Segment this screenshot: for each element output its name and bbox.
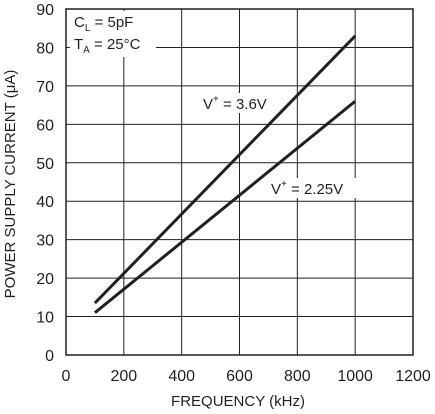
x-tick-label: 1000 — [337, 368, 373, 385]
y-tick-label: 50 — [36, 156, 54, 173]
y-tick-label: 10 — [36, 310, 54, 327]
x-axis-title: FREQUENCY (kHz) — [171, 393, 305, 410]
cl-annotation: CL = 5pF — [74, 14, 133, 34]
series-lines — [93, 34, 357, 314]
series-label-2v25: V+ = 2.25V — [271, 179, 343, 198]
x-tick-labels: 0 200 400 600 800 1000 1200 — [62, 368, 431, 385]
y-tick-labels: 0 10 20 30 40 50 60 70 80 90 — [36, 2, 54, 365]
y-tick-label: 90 — [36, 2, 54, 19]
series-label-3v6: V+ = 3.6V — [203, 94, 267, 113]
series-line-1 — [93, 100, 357, 314]
series-line-0 — [93, 34, 357, 305]
conditions-annotation-background — [70, 11, 156, 57]
y-tick-label: 60 — [36, 117, 54, 134]
y-tick-label: 0 — [45, 348, 54, 365]
y-axis-title: POWER SUPPLY CURRENT (μA) — [2, 70, 19, 299]
v36-label-background — [200, 93, 274, 113]
x-tick-label: 800 — [284, 368, 311, 385]
y-tick-label: 80 — [36, 40, 54, 57]
x-tick-label: 200 — [110, 368, 137, 385]
plot-frame — [65, 8, 414, 356]
x-tick-label: 1200 — [395, 368, 431, 385]
y-tick-label: 30 — [36, 233, 54, 250]
y-tick-label: 70 — [36, 79, 54, 96]
v225-label-background — [268, 178, 358, 198]
y-tick-label: 20 — [36, 271, 54, 288]
x-tick-label: 0 — [62, 368, 71, 385]
grid — [65, 8, 414, 356]
x-tick-label: 400 — [168, 368, 195, 385]
ta-annotation: TA = 25°C — [74, 36, 141, 56]
x-tick-label: 600 — [226, 368, 253, 385]
y-tick-label: 40 — [36, 194, 54, 211]
